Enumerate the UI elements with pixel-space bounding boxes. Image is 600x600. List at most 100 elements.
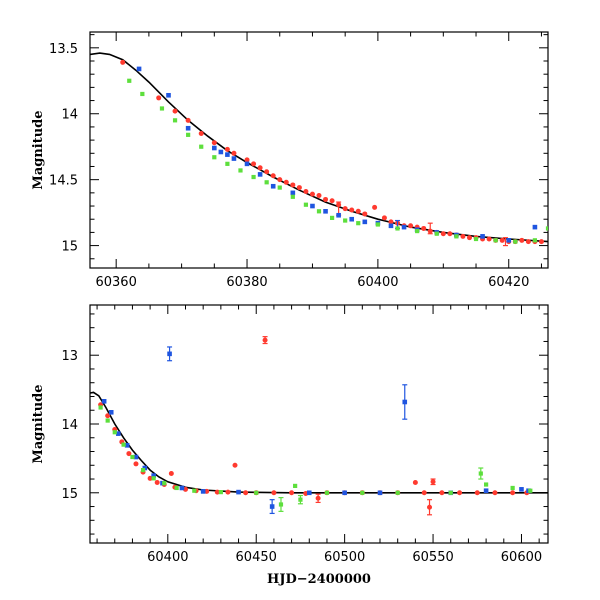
data-point <box>360 490 365 495</box>
data-point <box>167 351 172 357</box>
data-point <box>124 443 130 448</box>
y-tick-label: 14 <box>61 418 78 433</box>
data-point <box>105 418 110 423</box>
data-point <box>388 219 394 225</box>
data-point <box>506 238 512 243</box>
data-point <box>212 145 217 151</box>
y-tick-label: 13.5 <box>49 42 78 57</box>
data-point <box>355 208 361 214</box>
data-point <box>224 146 230 152</box>
y-tick-label: 13 <box>61 349 78 364</box>
data-point <box>290 182 296 188</box>
data-point <box>283 179 289 185</box>
data-point <box>101 399 107 404</box>
plot-frame <box>89 304 549 544</box>
data-point <box>290 194 295 199</box>
data-point <box>238 168 243 173</box>
data-point <box>290 190 296 196</box>
data-point <box>395 490 400 495</box>
data-point <box>127 78 132 83</box>
data-point <box>98 405 103 410</box>
data-point <box>108 410 114 415</box>
data-point <box>342 206 348 212</box>
data-point <box>510 490 516 496</box>
data-point <box>306 490 312 496</box>
data-point <box>513 239 518 244</box>
y-tick-label: 14 <box>61 108 78 123</box>
data-point <box>269 504 275 509</box>
data-point <box>140 91 145 97</box>
data-point <box>199 144 204 149</box>
data-point <box>421 490 427 496</box>
data-point <box>192 488 197 493</box>
data-point <box>120 59 126 65</box>
data-point <box>112 430 117 435</box>
data-point <box>254 490 259 495</box>
data-point <box>121 442 126 447</box>
data-point <box>499 237 505 243</box>
plot-frame <box>89 31 549 269</box>
data-point <box>244 161 250 167</box>
data-point <box>231 156 237 161</box>
data-point <box>151 476 156 481</box>
data-point <box>493 238 498 243</box>
data-point <box>440 231 446 237</box>
data-point <box>296 185 302 191</box>
y-axis-label: Magnitude <box>31 110 46 189</box>
data-point <box>519 237 525 243</box>
data-point <box>457 490 463 496</box>
x-axis-label: HJD−2400000 <box>267 572 371 587</box>
data-point <box>126 451 132 457</box>
data-point <box>218 149 224 155</box>
data-point <box>519 487 524 492</box>
x-tick-label: 60450 <box>236 550 277 565</box>
data-point <box>251 161 257 167</box>
data-point <box>185 117 191 123</box>
data-point <box>372 204 378 210</box>
data-point <box>381 215 387 221</box>
data-point <box>415 228 420 234</box>
data-point <box>264 169 270 175</box>
data-point <box>236 489 241 495</box>
data-point <box>271 490 277 496</box>
data-point <box>211 140 217 146</box>
data-point <box>408 223 414 229</box>
data-point <box>174 485 179 491</box>
data-point <box>466 235 472 241</box>
data-point <box>309 191 315 197</box>
data-point <box>179 485 185 491</box>
data-point <box>375 222 380 227</box>
x-tick-label: 60380 <box>226 275 267 290</box>
data-point <box>336 212 341 218</box>
data-point <box>168 471 174 477</box>
data-point <box>402 399 408 405</box>
data-point <box>480 234 485 239</box>
data-point <box>474 490 480 496</box>
data-point <box>473 236 479 242</box>
data-point <box>154 479 160 485</box>
data-point <box>356 221 361 226</box>
data-point <box>323 209 328 214</box>
data-point <box>412 479 418 485</box>
data-point <box>172 118 178 123</box>
data-point <box>225 161 230 166</box>
data-point <box>315 495 321 501</box>
data-point <box>323 196 329 202</box>
data-point <box>434 231 439 236</box>
data-point <box>140 467 146 473</box>
data-point <box>277 185 282 190</box>
plot-area <box>90 52 548 247</box>
data-point <box>257 165 263 171</box>
data-point <box>186 132 191 137</box>
data-point <box>316 209 322 214</box>
data-point <box>133 454 139 460</box>
data-point <box>362 219 368 225</box>
x-tick-label: 60420 <box>488 275 529 290</box>
data-point <box>225 152 230 157</box>
data-point <box>225 489 231 495</box>
data-point <box>336 202 342 208</box>
data-point <box>214 489 220 495</box>
data-point <box>532 224 538 230</box>
data-point <box>538 239 544 245</box>
